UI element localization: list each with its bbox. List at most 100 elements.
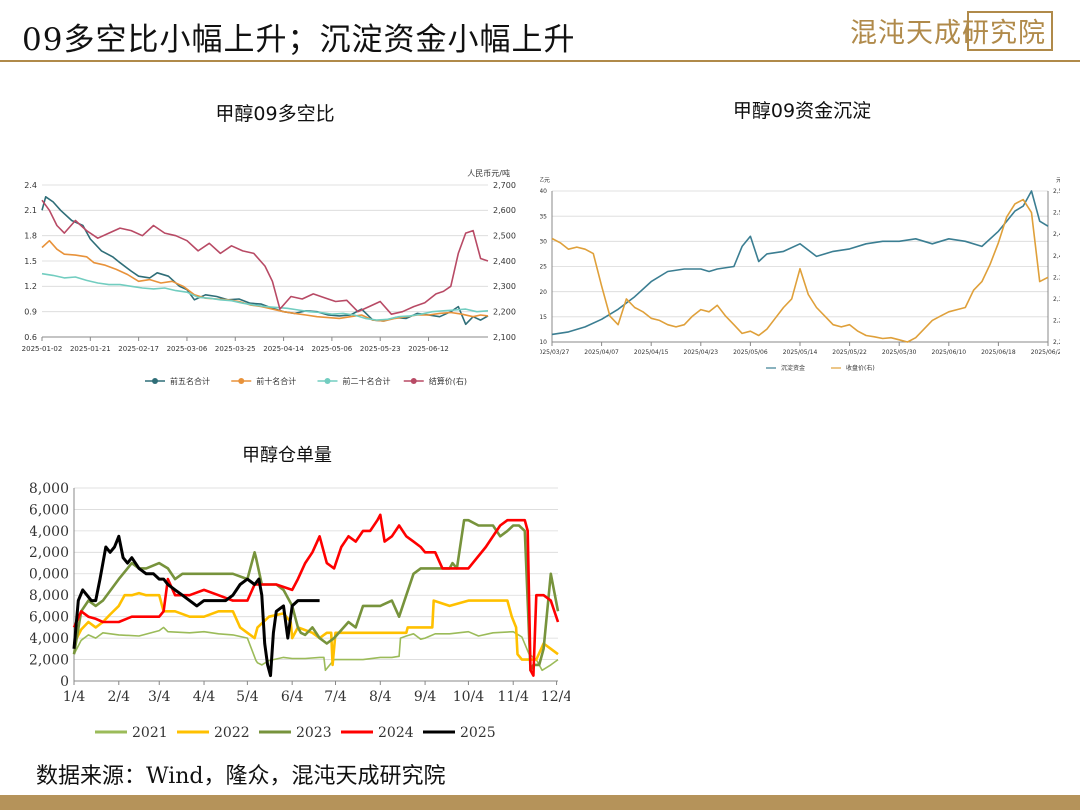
x-tick-label: 2025/04/23 (684, 349, 719, 356)
x-tick-label: 2/4 (108, 689, 131, 705)
x-tick-label: 10/4 (453, 689, 485, 705)
y-tick-label: 1.2 (24, 282, 37, 291)
title-rule (0, 60, 1080, 62)
legend-marker (152, 378, 158, 384)
source-note: 数据来源：Wind，隆众，混沌天成研究院 (36, 764, 446, 789)
x-tick-label: 8/4 (369, 689, 392, 705)
x-tick-label: 2025-03-06 (167, 345, 208, 353)
x-tick-label: 11/4 (497, 689, 529, 705)
x-tick-label: 2025-04-14 (263, 345, 304, 353)
y-tick-label: 2,000 (30, 652, 69, 668)
chart-long-short-ratio: 甲醇09多空比 0.6 0.9 1.2 1.5 1.8 2.1 2.4 2,100 2,200 2,… (22, 103, 516, 386)
y-tick-label: 2.4 (24, 181, 37, 190)
series-line-1 (73, 626, 559, 672)
legend-label: 沉淀资金 (781, 364, 805, 372)
y-right-tick-label: 2,100 (493, 333, 516, 342)
legend-label: 结算价(右) (429, 376, 467, 386)
series-line-1 (41, 196, 489, 326)
x-tick-label: 2025-06-12 (408, 345, 449, 353)
y-right-tick-label: 2,350 (1053, 274, 1060, 281)
y-right-tick-label: 2,700 (493, 181, 516, 190)
y-tick-label: 35 (540, 213, 547, 220)
y-right-tick-label: 2,200 (1053, 339, 1060, 346)
page-title: 09多空比小幅上升；沉淀资金小幅上升 (22, 22, 576, 58)
x-tick-label: 3/4 (148, 689, 171, 705)
y-right-axis-label: 元/吨 (1056, 176, 1060, 184)
y-tick-label: 4,000 (30, 631, 69, 647)
series-line-3 (41, 272, 489, 321)
y-right-tick-label: 2,500 (493, 231, 516, 240)
brand-logo: 混沌天成研究院 (850, 11, 1053, 51)
y-right-tick-label: 2,300 (493, 282, 516, 291)
x-tick-label: 2025/06/26 (1031, 349, 1060, 356)
y-tick-label: 1.8 (24, 231, 37, 240)
chart-title: 甲醇仓单量 (242, 445, 332, 466)
series-line-3 (72, 518, 560, 672)
x-tick-label: 2025-01-02 (22, 345, 63, 353)
series-line-2 (72, 591, 559, 667)
y-tick-label: 18,000 (30, 481, 69, 497)
y-right-tick-label: 2,250 (1053, 318, 1060, 325)
series-line-4 (72, 513, 560, 677)
y-tick-label: 10,000 (30, 567, 69, 583)
chart-title: 甲醇09资金沉淀 (733, 100, 871, 122)
legend-label: 前二十名合计 (343, 376, 391, 386)
legend-label: 2021 (132, 725, 168, 741)
y-tick-label: 14,000 (30, 524, 69, 540)
y-axis-label: 亿元 (540, 176, 550, 184)
footer-bar (0, 795, 1080, 810)
y-tick-label: 40 (540, 188, 547, 195)
x-tick-label: 2025/06/18 (981, 349, 1016, 356)
x-tick-label: 6/4 (281, 689, 304, 705)
y-right-tick-label: 2,450 (1053, 231, 1060, 238)
y-right-tick-label: 2,300 (1053, 296, 1060, 303)
x-tick-label: 2025/05/22 (832, 349, 867, 356)
series-line-4 (41, 199, 489, 315)
legend-marker (410, 378, 417, 384)
y-tick-label: 0.9 (24, 307, 37, 316)
x-tick-label: 2025/06/10 (932, 349, 967, 356)
series-line-2 (551, 198, 1049, 343)
legend-label: 2022 (214, 725, 250, 741)
x-tick-label: 2025/05/30 (882, 349, 917, 356)
x-tick-label: 7/4 (324, 689, 347, 705)
x-tick-label: 2025-02-17 (118, 345, 159, 353)
legend-label: 2023 (296, 725, 332, 741)
x-tick-label: 2025-01-21 (70, 345, 111, 353)
x-tick-label: 1/4 (63, 689, 86, 705)
y-tick-label: 2.1 (24, 206, 37, 215)
x-tick-label: 2025/05/06 (733, 349, 768, 356)
logo-wordmark: 混沌天成研究院 (850, 18, 1046, 49)
legend-label: 2024 (378, 725, 414, 741)
series-line-2 (41, 239, 489, 322)
y-tick-label: 6,000 (30, 610, 69, 626)
y-tick-label: 8,000 (30, 588, 69, 604)
y-right-tick-label: 2,600 (493, 206, 516, 215)
legend-label: 2025 (460, 725, 496, 741)
x-tick-label: 2025/04/07 (584, 349, 619, 356)
y-tick-label: 1.5 (24, 257, 37, 266)
chart-fund-flow: 甲醇09资金沉淀 10 15 20 25 30 35 40 2,200 2,250 2,300 2,3… (540, 100, 1060, 372)
y-tick-label: 15 (540, 314, 547, 321)
y-tick-label: 16,000 (30, 502, 69, 518)
y-tick-label: 10 (540, 339, 547, 346)
legend-label: 收盘价(右) (846, 364, 875, 372)
x-tick-label: 4/4 (193, 689, 216, 705)
legend-label: 前五名合计 (170, 376, 210, 386)
y-tick-label: 20 (540, 289, 547, 296)
x-tick-label: 2025-03-25 (215, 345, 256, 353)
legend-marker (238, 378, 245, 384)
logo-seal-frame (967, 11, 1053, 51)
x-tick-label: 2025-05-06 (312, 345, 353, 353)
y-right-tick-label: 2,400 (493, 257, 516, 266)
x-tick-label: 9/4 (414, 689, 437, 705)
y-right-tick-label: 2,400 (1053, 253, 1060, 260)
x-tick-label: 2025/05/14 (783, 349, 818, 356)
y-right-tick-label: 2,550 (1053, 188, 1060, 195)
y-tick-label: 0 (60, 674, 69, 690)
y-right-axis-label: 人民币元/吨 (467, 168, 510, 178)
series-line-5 (72, 534, 320, 678)
chart-title: 甲醇09多空比 (215, 103, 334, 125)
x-tick-label: 2025-05-23 (360, 345, 401, 353)
x-tick-label: 12/4 (541, 689, 570, 705)
